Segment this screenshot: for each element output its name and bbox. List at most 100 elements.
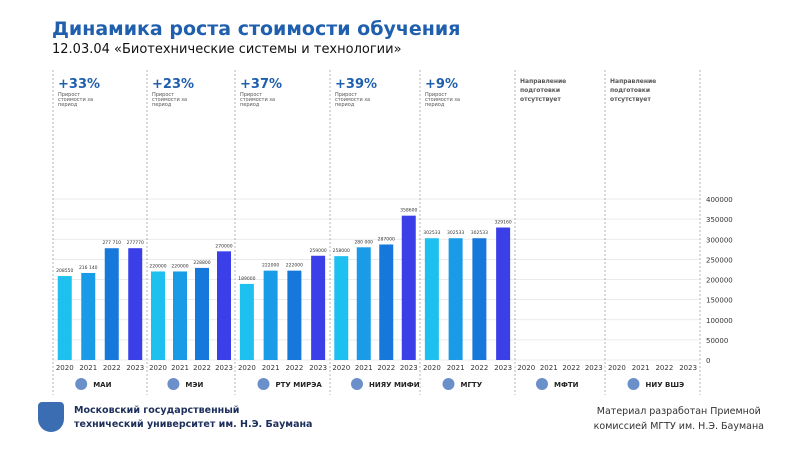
x-tick-label: 2021 — [540, 364, 558, 372]
university-name: МАИ — [93, 381, 111, 389]
y-tick-label: 250000 — [706, 256, 733, 264]
bar — [472, 238, 487, 360]
x-tick-label: 2022 — [377, 364, 395, 372]
bar — [239, 283, 254, 360]
data-label: 189000 — [238, 276, 255, 282]
x-tick-label: 2020 — [517, 364, 535, 372]
university-name: НИЯУ МИФИ — [369, 381, 420, 389]
bar — [151, 271, 165, 360]
data-label: 358600 — [400, 208, 417, 214]
data-label: 208550 — [56, 268, 73, 274]
bar — [401, 215, 416, 360]
growth-percent: +37% — [240, 77, 282, 92]
data-label: 258000 — [333, 248, 350, 254]
bar — [128, 248, 143, 360]
x-tick-label: 2023 — [215, 364, 233, 372]
footer-org-line: Московский государственный — [74, 405, 240, 416]
growth-caption: стоимости за — [58, 97, 93, 103]
growth-percent: +9% — [425, 77, 458, 92]
footer-credit-line: Материал разработан Приемной — [596, 406, 761, 417]
x-tick-label: 2020 — [149, 364, 167, 372]
x-tick-label: 2020 — [423, 364, 441, 372]
growth-caption: Прирост — [240, 92, 262, 98]
x-tick-label: 2022 — [470, 364, 488, 372]
university-logo-icon — [167, 378, 180, 390]
bar — [496, 227, 511, 360]
data-label: 220000 — [149, 263, 166, 269]
data-label: 220000 — [171, 263, 188, 269]
x-tick-label: 2022 — [285, 364, 303, 372]
x-tick-label: 2021 — [171, 364, 189, 372]
growth-caption: Прирост — [425, 92, 447, 98]
data-label: 259000 — [310, 248, 327, 254]
university-name: МФТИ — [554, 381, 579, 389]
x-tick-label: 2020 — [238, 364, 256, 372]
growth-caption: стоимости за — [425, 97, 460, 103]
growth-caption: Прирост — [152, 92, 174, 98]
x-tick-label: 2021 — [447, 364, 465, 372]
university-logo-icon — [536, 378, 548, 390]
growth-caption: стоимости за — [152, 97, 187, 103]
bar — [263, 270, 278, 360]
bar — [81, 273, 96, 360]
data-label: 216 140 — [79, 265, 98, 271]
bmstu-crest-icon — [38, 402, 64, 432]
growth-caption: период — [335, 102, 355, 108]
x-tick-label: 2021 — [79, 364, 97, 372]
bar — [173, 271, 187, 360]
y-tick-label: 200000 — [706, 277, 733, 285]
bar — [379, 244, 394, 360]
x-tick-label: 2022 — [193, 364, 211, 372]
footer-credit-line: комиссией МГТУ им. Н.Э. Баумана — [593, 421, 764, 432]
bar — [57, 276, 72, 360]
missing-caption: подготовки — [610, 87, 650, 94]
data-label: 329160 — [495, 220, 512, 226]
data-label: 287000 — [378, 236, 395, 242]
bar — [334, 256, 349, 360]
data-label: 302533 — [447, 230, 464, 236]
y-tick-label: 350000 — [706, 216, 733, 224]
page-title: Динамика роста стоимости обучения — [52, 18, 461, 40]
university-name: МГТУ — [461, 381, 483, 389]
bar — [195, 267, 209, 360]
growth-caption: Прирост — [335, 92, 357, 98]
bar — [356, 247, 371, 360]
footer-org-line: технический университет им. Н.Э. Баумана — [74, 419, 313, 430]
missing-caption: Направление — [610, 78, 656, 85]
growth-caption: Прирост — [58, 92, 80, 98]
y-tick-label: 50000 — [706, 337, 728, 345]
x-tick-label: 2021 — [632, 364, 650, 372]
bar — [424, 238, 439, 360]
x-tick-label: 2023 — [679, 364, 697, 372]
university-logo-icon — [442, 378, 455, 390]
growth-caption: период — [152, 102, 172, 108]
x-tick-label: 2023 — [494, 364, 512, 372]
growth-caption: период — [425, 102, 445, 108]
x-tick-label: 2023 — [309, 364, 327, 372]
y-tick-label: 300000 — [706, 236, 733, 244]
growth-percent: +33% — [58, 77, 100, 92]
data-label: 280 000 — [354, 239, 373, 245]
bar-chart: 0 50000 100000 150000 200000 250000 300000 3500… — [52, 70, 733, 395]
data-label: 277 710 — [102, 240, 121, 246]
y-tick-label: 0 — [706, 357, 710, 365]
data-label: 228800 — [193, 260, 210, 266]
growth-caption: период — [58, 102, 78, 108]
university-logo-icon — [351, 378, 363, 390]
missing-caption: отсутствует — [520, 96, 561, 103]
page-subtitle: 12.03.04 «Биотехнические системы и техно… — [52, 42, 402, 57]
university-name: НИУ ВШЭ — [646, 381, 685, 389]
x-tick-label: 2020 — [56, 364, 74, 372]
bar — [104, 248, 119, 360]
y-tick-label: 400000 — [706, 196, 733, 204]
bar — [217, 251, 231, 360]
bar — [287, 270, 302, 360]
x-tick-label: 2021 — [355, 364, 373, 372]
growth-caption: стоимости за — [335, 97, 370, 103]
missing-caption: подготовки — [520, 87, 560, 94]
x-tick-label: 2023 — [400, 364, 418, 372]
data-label: 302533 — [423, 230, 440, 236]
university-logo-icon — [75, 378, 88, 390]
x-tick-label: 2021 — [262, 364, 280, 372]
